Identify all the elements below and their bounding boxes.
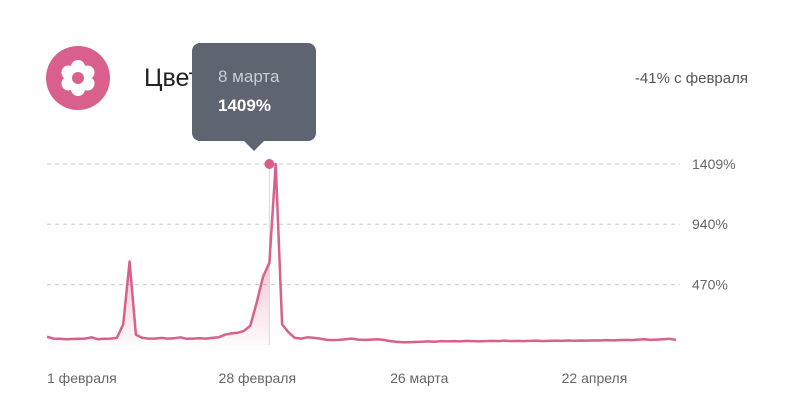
- series-layer: [46, 159, 677, 345]
- y-tick-label: 940%: [692, 216, 728, 232]
- x-tick-label: 22 апреля: [562, 370, 628, 386]
- tooltip-value: 1409%: [218, 96, 271, 115]
- x-axis-ticks: 1 февраля 28 февраля 26 марта 22 апреля: [47, 370, 627, 386]
- x-tick-label: 28 февраля: [219, 370, 297, 386]
- highlight-point[interactable]: [264, 159, 275, 169]
- grid-lines: [47, 163, 680, 286]
- tooltip-date: 8 марта: [218, 67, 280, 86]
- change-summary: -41% с февраля: [634, 70, 748, 87]
- page-title: Цвет: [144, 64, 201, 92]
- series-line: [46, 162, 677, 344]
- y-axis-ticks: 1409% 940% 470%: [692, 156, 736, 293]
- x-tick-label: 1 февраля: [47, 370, 117, 386]
- y-tick-label: 1409%: [692, 156, 736, 172]
- y-tick-label: 470%: [692, 277, 728, 293]
- flower-icon: [46, 46, 110, 110]
- x-tick-label: 26 марта: [390, 370, 449, 386]
- tooltip: 8 марта 1409%: [192, 43, 316, 151]
- highlight-area: [47, 261, 270, 345]
